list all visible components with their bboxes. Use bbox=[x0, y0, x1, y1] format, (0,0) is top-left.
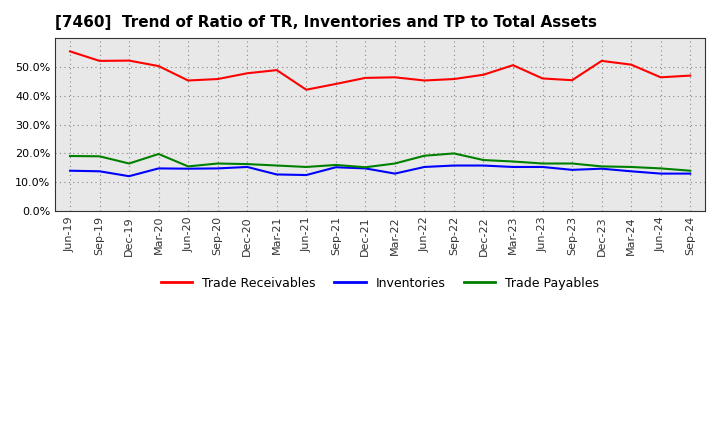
Inventories bbox=[420, 164, 428, 169]
Inventories bbox=[627, 169, 636, 174]
Trade Receivables bbox=[657, 75, 665, 80]
Trade Payables bbox=[598, 164, 606, 169]
Inventories bbox=[302, 172, 310, 178]
Trade Receivables bbox=[125, 58, 133, 63]
Line: Trade Receivables: Trade Receivables bbox=[70, 51, 690, 90]
Trade Receivables bbox=[627, 62, 636, 67]
Inventories bbox=[686, 171, 695, 176]
Trade Receivables bbox=[272, 67, 281, 73]
Trade Payables bbox=[539, 161, 547, 166]
Trade Payables bbox=[154, 151, 163, 157]
Inventories bbox=[361, 166, 369, 171]
Trade Receivables bbox=[213, 77, 222, 82]
Trade Payables bbox=[686, 168, 695, 173]
Inventories bbox=[657, 171, 665, 176]
Trade Payables bbox=[449, 151, 458, 156]
Inventories bbox=[480, 163, 488, 168]
Trade Receivables bbox=[184, 78, 192, 83]
Trade Receivables bbox=[154, 63, 163, 69]
Trade Receivables bbox=[66, 49, 74, 54]
Inventories bbox=[66, 168, 74, 173]
Inventories bbox=[243, 164, 251, 169]
Trade Payables bbox=[213, 161, 222, 166]
Trade Receivables bbox=[390, 75, 399, 80]
Line: Inventories: Inventories bbox=[70, 165, 690, 176]
Inventories bbox=[598, 166, 606, 171]
Trade Payables bbox=[509, 159, 518, 164]
Trade Receivables bbox=[539, 76, 547, 81]
Trade Payables bbox=[95, 154, 104, 159]
Inventories bbox=[125, 173, 133, 179]
Trade Receivables bbox=[331, 81, 340, 87]
Inventories bbox=[213, 166, 222, 171]
Trade Payables bbox=[331, 162, 340, 168]
Trade Receivables bbox=[568, 77, 577, 83]
Inventories bbox=[568, 167, 577, 172]
Trade Payables bbox=[272, 163, 281, 168]
Trade Receivables bbox=[509, 62, 518, 68]
Trade Receivables bbox=[686, 73, 695, 78]
Line: Trade Payables: Trade Payables bbox=[70, 154, 690, 171]
Inventories bbox=[449, 163, 458, 168]
Inventories bbox=[184, 166, 192, 171]
Text: [7460]  Trend of Ratio of TR, Inventories and TP to Total Assets: [7460] Trend of Ratio of TR, Inventories… bbox=[55, 15, 597, 30]
Inventories bbox=[95, 169, 104, 174]
Trade Receivables bbox=[598, 58, 606, 63]
Trade Payables bbox=[480, 158, 488, 163]
Trade Receivables bbox=[361, 75, 369, 81]
Trade Payables bbox=[125, 161, 133, 166]
Inventories bbox=[154, 166, 163, 171]
Legend: Trade Receivables, Inventories, Trade Payables: Trade Receivables, Inventories, Trade Pa… bbox=[156, 272, 604, 295]
Trade Payables bbox=[627, 164, 636, 169]
Trade Payables bbox=[66, 154, 74, 159]
Trade Receivables bbox=[449, 77, 458, 82]
Inventories bbox=[390, 171, 399, 176]
Inventories bbox=[331, 165, 340, 170]
Trade Payables bbox=[302, 164, 310, 169]
Trade Receivables bbox=[302, 87, 310, 92]
Trade Receivables bbox=[95, 58, 104, 63]
Trade Receivables bbox=[420, 78, 428, 83]
Trade Receivables bbox=[480, 72, 488, 77]
Trade Receivables bbox=[243, 71, 251, 76]
Inventories bbox=[539, 164, 547, 169]
Trade Payables bbox=[420, 153, 428, 158]
Trade Payables bbox=[390, 161, 399, 166]
Trade Payables bbox=[243, 161, 251, 167]
Inventories bbox=[509, 164, 518, 169]
Trade Payables bbox=[657, 166, 665, 171]
Inventories bbox=[272, 172, 281, 177]
Trade Payables bbox=[568, 161, 577, 166]
Trade Payables bbox=[184, 164, 192, 169]
Trade Payables bbox=[361, 165, 369, 170]
